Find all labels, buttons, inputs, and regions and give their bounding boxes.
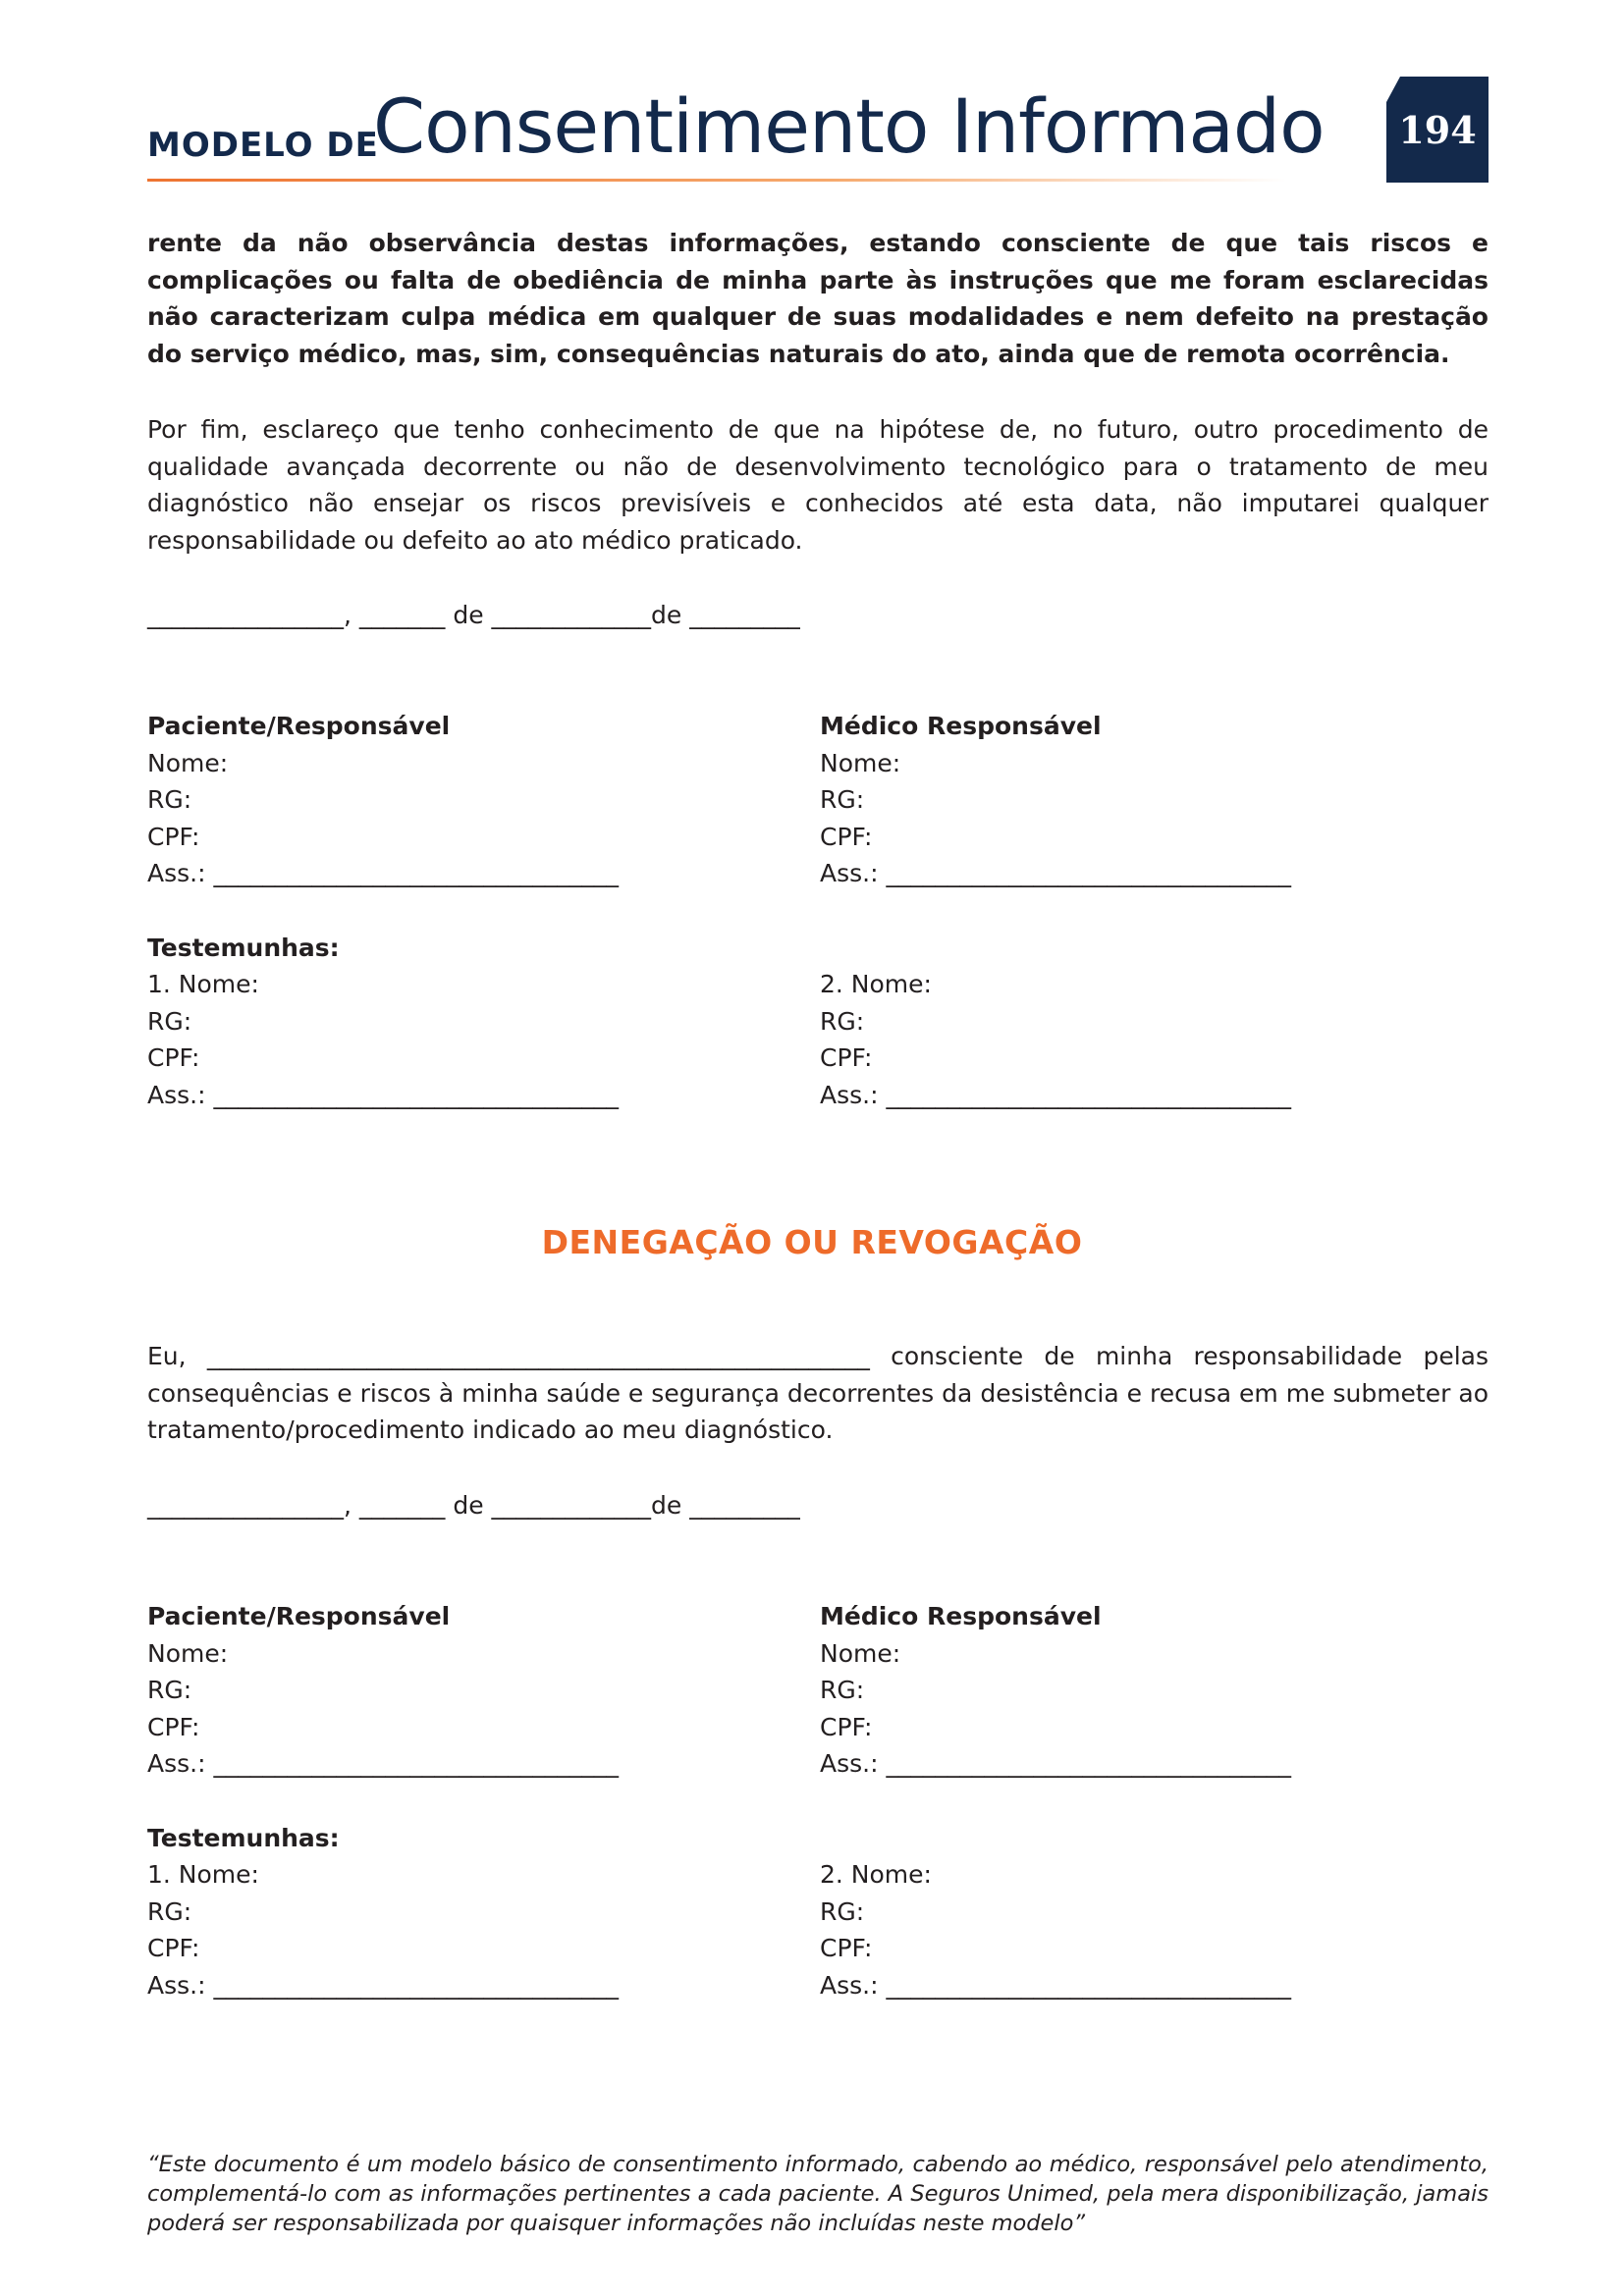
- doctor-cpf-label: CPF:: [820, 822, 873, 851]
- title-prefix: MODELO DE: [147, 126, 379, 165]
- witness1-rg-label: RG:: [147, 1006, 192, 1036]
- doctor-signature-block-2: Médico Responsável Nome: RG: CPF: Ass.: …: [820, 1598, 1468, 2004]
- doctor-signature-line: Ass.: _________________________________: [820, 859, 1291, 888]
- witnesses-title: Testemunhas:: [147, 933, 340, 962]
- page-number: 194: [1386, 77, 1489, 183]
- patient-signature-block: Paciente/Responsável Nome: RG: CPF: Ass.…: [147, 708, 795, 1114]
- denegacao-title: DENEGAÇÃO OU REVOGAÇÃO: [541, 1223, 1083, 1261]
- patient-signature-line: Ass.: _________________________________: [147, 1749, 619, 1779]
- patient-name-label: Nome:: [147, 1638, 229, 1668]
- doctor-rg-label: RG:: [820, 785, 865, 815]
- witness2-name-label: 2. Nome:: [820, 970, 932, 999]
- final-paragraph: Por fim, esclareço que tenho conheciment…: [147, 415, 1489, 555]
- patient-cpf-label: CPF:: [147, 822, 200, 851]
- witness1-signature-line: Ass.: _________________________________: [147, 1080, 619, 1109]
- witness1-name-label: 1. Nome:: [147, 970, 259, 999]
- intro-bold-paragraph: rente da não observância destas informaç…: [147, 229, 1489, 368]
- doctor-signature-block: Médico Responsável Nome: RG: CPF: Ass.: …: [820, 708, 1468, 1114]
- patient-signature-line: Ass.: _________________________________: [147, 859, 619, 888]
- witnesses-title: Testemunhas:: [147, 1823, 340, 1852]
- witness2-rg-label: RG:: [820, 1006, 865, 1036]
- doctor-cpf-label: CPF:: [820, 1712, 873, 1741]
- disclaimer-footer: “Este documento é um modelo básico de co…: [147, 2152, 1489, 2236]
- witness1-cpf-label: CPF:: [147, 1934, 200, 1963]
- witness2-cpf-label: CPF:: [820, 1043, 873, 1073]
- page-title: Consentimento Informado: [373, 82, 1326, 170]
- witness2-signature-line: Ass.: _________________________________: [820, 1970, 1291, 2000]
- patient-rg-label: RG:: [147, 1676, 192, 1705]
- title-underline: [147, 179, 1286, 182]
- witness1-signature-line: Ass.: _________________________________: [147, 1970, 619, 2000]
- patient-title: Paciente/Responsável: [147, 1602, 451, 1630]
- doctor-signature-line: Ass.: _________________________________: [820, 1749, 1291, 1779]
- doctor-title: Médico Responsável: [820, 1602, 1102, 1630]
- witness1-rg-label: RG:: [147, 1896, 192, 1926]
- denegacao-paragraph: Eu, ____________________________________…: [147, 1342, 1489, 1445]
- witness1-name-label: 1. Nome:: [147, 1860, 259, 1890]
- date-line: ________________, _______ de ___________…: [147, 601, 800, 629]
- witness2-signature-line: Ass.: _________________________________: [820, 1080, 1291, 1109]
- patient-title: Paciente/Responsável: [147, 712, 451, 740]
- witness2-rg-label: RG:: [820, 1896, 865, 1926]
- doctor-name-label: Nome:: [820, 748, 901, 777]
- doctor-name-label: Nome:: [820, 1638, 901, 1668]
- doctor-rg-label: RG:: [820, 1676, 865, 1705]
- date-line-2: ________________, _______ de ___________…: [147, 1491, 800, 1520]
- witness1-cpf-label: CPF:: [147, 1043, 200, 1073]
- witness2-cpf-label: CPF:: [820, 1934, 873, 1963]
- doctor-title: Médico Responsável: [820, 712, 1102, 740]
- patient-signature-block-2: Paciente/Responsável Nome: RG: CPF: Ass.…: [147, 1598, 795, 2004]
- witness2-name-label: 2. Nome:: [820, 1860, 932, 1890]
- patient-rg-label: RG:: [147, 785, 192, 815]
- patient-cpf-label: CPF:: [147, 1712, 200, 1741]
- patient-name-label: Nome:: [147, 748, 229, 777]
